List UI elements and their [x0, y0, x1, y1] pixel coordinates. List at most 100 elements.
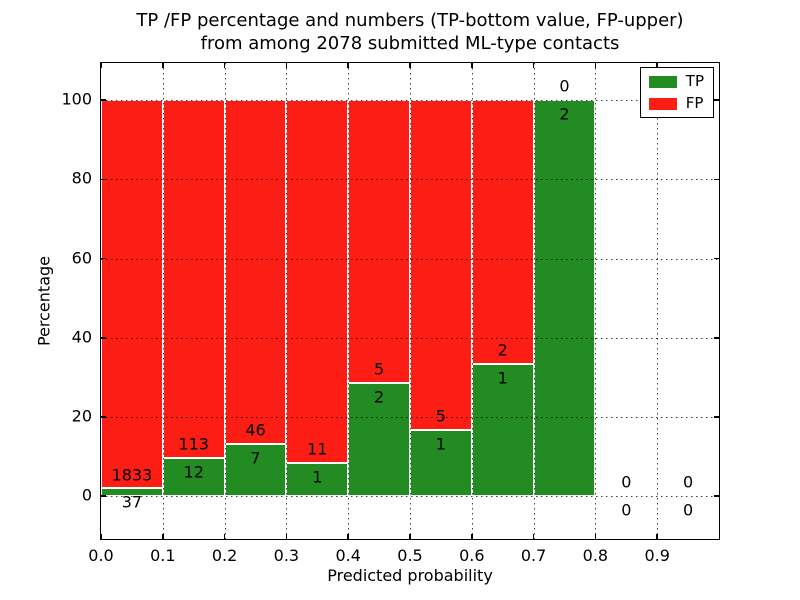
legend-item-fp: FP [648, 94, 704, 112]
x-tick-mark-top [409, 63, 411, 68]
x-tick-mark [409, 534, 411, 539]
fp-count-label: 2 [497, 340, 508, 360]
bar-tp-segment [533, 100, 596, 497]
y-tick-mark-right [714, 495, 719, 497]
y-tick-mark-right [714, 178, 719, 181]
tp-count-label: 7 [250, 448, 261, 468]
y-tick-mark [101, 178, 106, 181]
x-tick-mark [223, 534, 226, 539]
fp-count-label: 5 [374, 359, 385, 379]
y-tick-mark-right [714, 337, 719, 339]
bar-tp-segment [101, 488, 163, 497]
gridline-vertical [471, 63, 473, 539]
bar-tp-segment [348, 383, 410, 497]
y-tick-label: 100 [61, 89, 92, 109]
x-tick-mark-top [285, 63, 288, 68]
x-tick-label: 0.4 [335, 546, 361, 565]
fp-count-label: 46 [245, 420, 266, 440]
y-tick-label: 0 [81, 485, 92, 505]
tp-count-label: 0 [621, 500, 632, 520]
chart-title-line1: TP /FP percentage and numbers (TP-bottom… [136, 10, 684, 31]
x-tick-label: 0.9 [644, 546, 670, 565]
fp-count-label: 0 [621, 472, 632, 492]
x-tick-mark-top [656, 63, 658, 68]
x-tick-mark [162, 534, 164, 539]
y-tick-mark [101, 416, 106, 418]
x-tick-mark [656, 534, 658, 539]
x-tick-mark-top [347, 63, 349, 68]
fp-count-label: 0 [683, 472, 694, 492]
tp-count-label: 2 [559, 104, 570, 124]
gridline-horizontal [101, 337, 719, 339]
gridline-vertical [162, 63, 164, 539]
x-tick-mark [100, 534, 102, 539]
x-tick-label: 0.5 [397, 546, 423, 565]
chart-title-line2: from among 2078 submitted ML-type contac… [200, 33, 620, 54]
tp-count-label: 2 [374, 387, 385, 407]
legend-label-tp: TP [685, 72, 704, 90]
x-tick-mark-top [471, 63, 473, 68]
x-tick-mark-top [162, 63, 164, 68]
y-tick-label: 80 [71, 168, 92, 188]
y-axis-label: Percentage [34, 255, 54, 347]
x-tick-label: 0.6 [459, 546, 485, 565]
x-tick-label: 0.8 [582, 546, 609, 565]
y-tick-mark [101, 337, 106, 339]
bar-tp-segment [286, 463, 349, 497]
legend-swatch-fp-icon [648, 97, 677, 110]
y-tick-mark [101, 495, 106, 497]
x-tick-mark [347, 534, 349, 539]
gridline-vertical [348, 63, 350, 539]
gridline-vertical [657, 63, 659, 539]
bar-fp-segment [348, 100, 410, 384]
y-tick-mark-right [714, 257, 719, 260]
x-tick-mark-top [223, 63, 226, 68]
gridline-vertical [286, 63, 288, 539]
x-tick-mark [285, 534, 288, 539]
y-tick-label: 20 [71, 406, 92, 426]
fp-count-label: 11 [307, 439, 328, 459]
x-tick-label: 0.0 [88, 546, 114, 565]
tp-count-label: 1 [497, 368, 508, 388]
gridline-horizontal [101, 179, 719, 181]
chart-title: TP /FP percentage and numbers (TP-bottom… [100, 9, 720, 55]
y-tick-mark-right [714, 99, 719, 101]
fp-count-label: 1833 [111, 465, 153, 485]
bar-fp-segment [471, 100, 534, 365]
legend-item-tp: TP [648, 72, 704, 90]
x-axis-label: Predicted probability [327, 566, 493, 585]
x-tick-mark-top [100, 63, 102, 68]
tp-count-label: 12 [183, 462, 204, 482]
bar-fp-segment [162, 100, 225, 459]
bar-tp-segment [162, 458, 225, 497]
x-tick-label: 0.3 [273, 546, 300, 565]
x-tick-mark [594, 534, 597, 539]
tp-count-label: 1 [435, 434, 446, 454]
gridline-horizontal [101, 417, 719, 419]
tp-count-label: 37 [121, 492, 143, 512]
gridline-vertical [224, 63, 226, 539]
y-tick-mark [101, 257, 106, 260]
bar-fp-segment [410, 100, 472, 431]
fp-count-label: 0 [559, 76, 570, 96]
gridline-horizontal [101, 258, 719, 260]
x-tick-label: 0.2 [211, 546, 238, 565]
fp-count-label: 5 [435, 406, 446, 426]
legend: TP FP [639, 67, 714, 118]
tp-count-label: 1 [312, 467, 323, 487]
fp-count-label: 113 [178, 434, 209, 454]
legend-label-fp: FP [685, 94, 704, 112]
y-tick-mark [101, 99, 106, 101]
x-tick-label: 0.7 [520, 546, 547, 565]
bar-fp-segment [286, 100, 349, 464]
x-tick-mark [532, 534, 535, 539]
y-tick-label: 40 [71, 327, 92, 347]
tp-count-label: 0 [683, 500, 694, 520]
bar-fp-segment [224, 100, 287, 444]
x-tick-mark-top [594, 63, 597, 68]
gridline-vertical [533, 63, 535, 539]
plot-area: TP FP 0.0 0.1 0.2 0.3 0.4 0.5 0.6 0.7 0.8 0.9 0 20 4… [61, 62, 720, 565]
x-tick-label: 0.1 [150, 546, 176, 565]
x-tick-mark-top [532, 63, 535, 68]
